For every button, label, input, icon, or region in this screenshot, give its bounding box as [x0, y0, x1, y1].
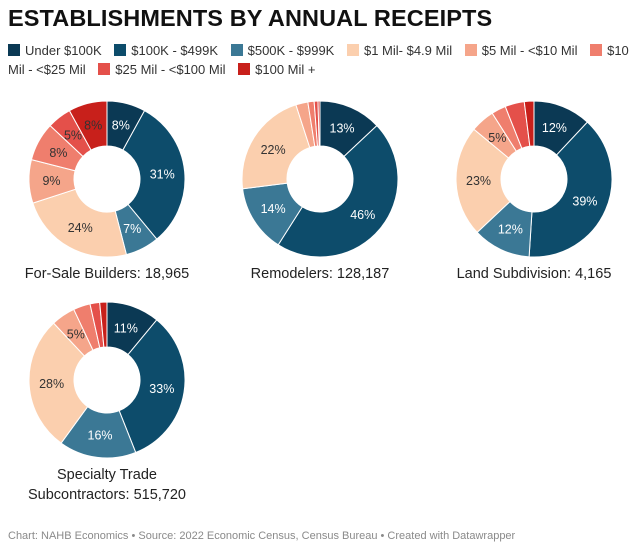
- legend-label: $1 Mil- $4.9 Mil: [363, 43, 453, 58]
- legend-item: $100 Mil +: [238, 62, 315, 77]
- legend-label: $100K - $499K: [131, 43, 218, 58]
- slice-label: 12%: [498, 223, 523, 237]
- legend: Under $100K $100K - $499K $500K - $999K …: [8, 41, 638, 79]
- slice-label: 5%: [64, 129, 82, 143]
- donut-slice: [241, 104, 311, 190]
- slice-label: 16%: [88, 429, 113, 443]
- donut-slice: [277, 124, 399, 258]
- donut-slice: [99, 301, 108, 348]
- legend-label: $10 Mil - <$25 Mil: [8, 43, 629, 77]
- slice-label: 8%: [84, 119, 102, 133]
- legend-swatch: [590, 44, 603, 56]
- slice-label: 13%: [330, 122, 355, 136]
- slice-label: 8%: [112, 119, 130, 133]
- donut-slice: [455, 128, 511, 234]
- legend-swatch: [464, 44, 477, 56]
- legend-item: $1 Mil- $4.9 Mil: [346, 43, 453, 58]
- pie-label: Specialty Trade Subcontractors: 515,720: [28, 467, 186, 503]
- legend-swatch: [8, 44, 20, 56]
- donut-slice: [32, 188, 128, 258]
- donut-slice: [118, 319, 186, 454]
- donut-chart-remodelers: 13% 46% 14% 22%: [241, 100, 399, 258]
- legend-label: $100 Mil +: [255, 62, 316, 77]
- legend-label: $25 Mil - <$100 Mil: [115, 62, 226, 77]
- slice-label: 22%: [261, 143, 286, 157]
- slice-label: 8%: [49, 146, 67, 160]
- legend-swatch: [238, 63, 251, 75]
- donut-chart-for-sale-builders: 8%31%7%24%9%8%5%8%: [28, 100, 186, 258]
- legend-item: $100K - $499K: [114, 43, 218, 58]
- slice-label: 5%: [488, 131, 506, 145]
- legend-item: $500K - $999K: [230, 43, 335, 58]
- slice-label: 31%: [150, 167, 175, 181]
- donut-slice: [523, 100, 535, 147]
- legend-item: $5 Mil - <$10 Mil: [464, 43, 578, 58]
- legend-label: $5 Mil - <$10 Mil: [481, 43, 578, 58]
- slice-label: 7%: [123, 222, 141, 236]
- slice-label: 39%: [572, 195, 597, 209]
- legend-item: $10 Mil - <$25 Mil: [8, 43, 629, 77]
- donut-chart-specialty-trade: 11% 33% 16% 28% 5%: [28, 301, 186, 459]
- slice-label: 46%: [350, 208, 375, 222]
- pie-label: For-Sale Builders: 18,965: [24, 266, 190, 282]
- legend-item: Under $100K: [8, 43, 102, 58]
- slice-label: 23%: [466, 174, 491, 188]
- donut-slice: [122, 109, 186, 240]
- chart-title: ESTABLISHMENTS BY ANNUAL RECEIPTS: [8, 5, 493, 31]
- legend-swatch: [346, 44, 359, 56]
- slice-label: 11%: [114, 321, 138, 335]
- donut-slice: [317, 100, 321, 147]
- legend-swatch: [230, 44, 243, 56]
- slice-label: 9%: [42, 174, 60, 188]
- slice-label: 24%: [68, 221, 93, 235]
- legend-label: $500K - $999K: [247, 43, 335, 58]
- slice-label: 12%: [542, 121, 567, 135]
- pie-label: Land Subdivision: 4,165: [456, 266, 612, 282]
- donut-chart-land-subdivision: 12% 39% 12% 23% 5%: [455, 100, 613, 258]
- legend-label: Under $100K: [25, 43, 102, 58]
- legend-swatch: [98, 63, 111, 75]
- slice-label: 14%: [261, 202, 286, 216]
- slice-label: 28%: [39, 377, 64, 391]
- donut-slice: [68, 100, 108, 151]
- legend-item: $25 Mil - <$100 Mil: [98, 62, 226, 77]
- legend-swatch: [114, 44, 127, 56]
- slice-label: 5%: [67, 328, 85, 342]
- pie-label: Remodelers: 128,187: [250, 266, 390, 282]
- footer-credit: Chart: NAHB Economics • Source: 2022 Eco…: [8, 530, 516, 542]
- slice-label: 33%: [149, 382, 174, 396]
- donut-slice: [528, 121, 613, 258]
- donut-slice: [28, 322, 89, 444]
